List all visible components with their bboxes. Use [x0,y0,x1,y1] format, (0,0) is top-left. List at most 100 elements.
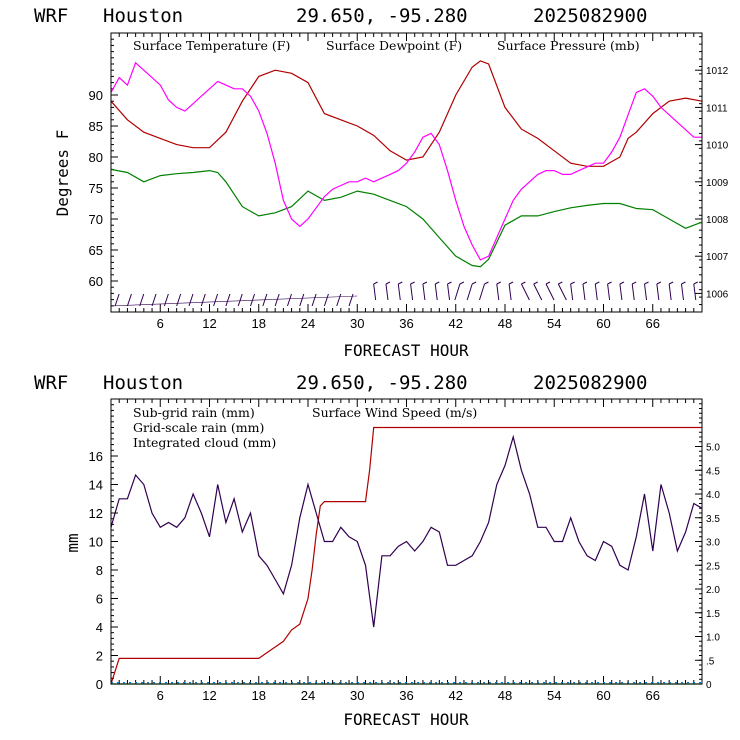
y-tick-label: 75 [89,181,103,196]
series-line-surface-dewpoint-f [110,168,703,268]
wind-barb-flag [582,281,588,285]
wind-barb-flag [644,281,649,285]
wind-barb [287,293,292,307]
wind-barb [434,283,438,301]
y2-tick-label: 1007 [706,252,729,263]
y2-tick-label: 3.0 [706,538,720,549]
y-axis-label: Degrees F [53,130,72,217]
wind-barb-flag [435,281,440,285]
wind-barb [237,293,243,307]
wind-barb [348,293,354,307]
y2-tick-label: 4.5 [706,466,720,477]
y2-tick-label: 5.0 [706,443,720,454]
wind-barb [126,293,132,307]
series-line-surface-wind-speed-m-s [110,434,703,628]
wind-barb-flag [385,281,391,285]
wind-barb [225,293,231,307]
x-tick-label: 60 [596,688,610,703]
wind-barb [139,293,145,307]
y2-tick-label: 2.5 [706,561,720,572]
y-tick-label: 12 [89,506,103,521]
x-tick-label: 12 [202,316,216,331]
series-line-sub-grid-rain-mm [110,426,702,685]
wind-barb [176,293,182,307]
x-tick-label: 36 [399,688,413,703]
x-axis-label: FORECAST HOUR [343,341,469,360]
legend-temperature: Surface Temperature (F) [133,38,290,53]
x-tick-label: 42 [449,316,463,331]
wind-barb [163,293,169,307]
wind-barb [200,293,206,307]
x-tick-label: 36 [399,316,413,331]
series-line-surface-pressure-mb [110,61,702,261]
y-tick-label: 8 [96,563,103,578]
y2-tick-label: 1.0 [706,633,720,644]
y2-tick-label: 1008 [706,215,729,226]
x-tick-label: 66 [646,688,660,703]
wind-barb [373,283,377,301]
wind-barb-flag [484,281,489,285]
legend-integrated-cloud: Integrated cloud (mm) [133,435,276,450]
y2-tick-label: 1010 [706,141,729,152]
legend-dewpoint: Surface Dewpoint (F) [326,38,462,53]
x-tick-label: 30 [350,316,364,331]
wind-barb-flag [521,281,526,285]
x-tick-label: 6 [157,316,164,331]
wind-barb [274,293,280,307]
series-line-surface-temperature-f [110,60,703,167]
x-tick-label: 60 [596,316,610,331]
x-tick-label: 42 [449,688,463,703]
wind-barb [520,283,530,301]
y-tick-label: 6 [96,592,103,607]
y2-tick-label: 0 [706,680,712,691]
wind-barb [533,283,543,301]
wind-barb [422,283,426,301]
wind-barb [114,293,120,307]
wind-barb [668,283,672,301]
wind-barb [693,283,697,301]
wind-barb-flag [496,281,502,285]
wind-barb [323,293,329,307]
header-location: Houston [103,5,183,27]
wind-barb-flag [632,281,637,285]
panel-temperature: WRF Houston 29.650, -95.280 2025082900 F… [34,5,729,360]
wind-barb [311,293,317,307]
plot-frame-bottom [110,398,703,685]
wind-barb-flag [545,281,551,285]
wind-barb [466,283,473,301]
wind-barb-flag [398,281,403,285]
wind-barb-flag [693,281,699,285]
y-axis-label: mm [63,533,82,552]
wind-barb-flag [533,281,538,285]
y-tick-label: 65 [89,243,103,258]
y-tick-label: 2 [96,649,103,664]
wind-barb-flag [459,281,465,285]
x-tick-label: 48 [498,688,512,703]
y2-tick-label: 3.5 [706,514,720,525]
legend-gridscale-rain: Grid-scale rain (mm) [133,420,264,435]
wind-barb [336,293,342,307]
header-model: WRF [34,5,68,27]
wind-barb-flag [558,281,563,285]
wind-barb-flag [373,281,378,285]
wind-barb [213,293,219,307]
wind-barb [188,293,194,307]
wind-barb [447,283,451,301]
wind-barb [397,283,401,301]
x-axis-label: FORECAST HOUR [343,710,469,729]
header-coords: 29.650, -95.280 [296,5,468,27]
wind-barb-flag [447,281,452,285]
wind-barb-flag [508,281,514,285]
wind-barb-flag [607,281,612,285]
y-tick-label: 10 [89,535,103,550]
legend-pressure: Surface Pressure (mb) [497,38,640,53]
header-location: Houston [103,372,183,394]
wind-barb [299,293,305,307]
wind-barb-flag [619,281,625,285]
y2-tick-label: 2.0 [706,585,720,596]
x-tick-label: 24 [301,316,315,331]
y-tick-label: 0 [96,677,103,692]
wind-barb [594,283,598,301]
x-tick-label: 6 [157,688,164,703]
x-tick-label: 48 [498,316,512,331]
